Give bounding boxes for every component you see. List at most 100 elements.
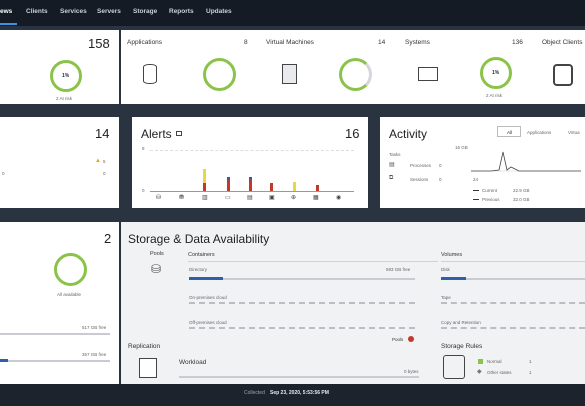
message-icon — [176, 131, 182, 136]
alert-bar-blue — [227, 177, 230, 180]
truck-icon: ▦ — [313, 195, 319, 201]
alerts-count: 16 — [345, 126, 360, 141]
servers-total-count: 14 — [95, 126, 110, 141]
current-value: 22.9 GB — [513, 188, 530, 193]
workload-label: Workload — [179, 359, 207, 366]
nav-tab-overviews[interactable]: ews — [0, 8, 13, 15]
virtual-machines-label[interactable]: Virtual Machines — [266, 39, 314, 46]
onprem-cloud-label[interactable]: On-premises cloud — [189, 295, 227, 300]
containers-divider — [188, 261, 438, 262]
workload-bar-track — [179, 376, 419, 378]
object-clients-label[interactable]: Object Clients — [542, 39, 583, 46]
server-rack-icon — [282, 64, 297, 84]
application-icon: ⛁ — [156, 195, 162, 201]
applications-status-ring — [203, 58, 236, 91]
nav-tab-servers[interactable]: Servers — [97, 8, 121, 15]
directory-label[interactable]: Directory — [189, 267, 208, 272]
disk-bar-fill — [441, 277, 466, 280]
virtual-machines-status-ring — [339, 58, 372, 91]
database-icon — [143, 64, 157, 84]
clients-total-count: 158 — [88, 36, 110, 51]
alerts-title: Alerts — [141, 127, 172, 141]
processes-icon: ▤ — [389, 162, 395, 168]
sessions-label: Sessions — [410, 177, 429, 182]
alert-bar-red — [203, 183, 206, 191]
activity-panel[interactable]: Activity All Applications Virtua Tasks 1… — [380, 117, 585, 208]
workload-value: 0 bytes — [404, 369, 419, 374]
nav-tab-storage[interactable]: Storage — [133, 8, 158, 15]
sessions-value: 0 — [439, 177, 442, 182]
volumes-divider — [441, 261, 585, 262]
footer-bar: Collected Sep 23, 2020, 5:53:56 PM — [0, 384, 585, 406]
client-types-panel: Applications 8 Virtual Machines 14 Syste… — [121, 30, 585, 104]
previous-legend-swatch — [473, 199, 479, 200]
clients-summary-panel[interactable]: 158 1% 2 At risk — [0, 30, 119, 104]
directory-bar-track — [189, 278, 415, 280]
activity-tab-virtual[interactable]: Virtua — [568, 130, 580, 135]
directory-bar-fill — [189, 277, 223, 280]
storage-title: Storage & Data Availability — [128, 232, 270, 246]
storage-total-count: 2 — [104, 231, 112, 246]
applications-count: 8 — [244, 39, 248, 46]
server-icon: ▥ — [202, 195, 208, 201]
activity-tab-applications[interactable]: Applications — [527, 130, 552, 135]
globe-icon: ⊕ — [291, 195, 297, 201]
pools-label: Pools — [150, 251, 164, 257]
normal-value: 1 — [529, 359, 532, 364]
nav-tab-updates[interactable]: Updates — [206, 8, 232, 15]
activity-sparkline — [471, 151, 581, 172]
previous-value: 32.0 GB — [513, 197, 530, 202]
sparkline-line — [471, 151, 581, 172]
virtual-machines-count: 14 — [378, 39, 386, 46]
database-icon: ⛃ — [179, 195, 185, 201]
tape-bar — [441, 302, 585, 304]
containers-label: Containers — [188, 252, 215, 258]
disk-bar-track — [441, 278, 585, 280]
applications-label[interactable]: Applications — [127, 39, 163, 46]
normal-label: Normal — [487, 359, 502, 364]
current-legend-swatch — [473, 190, 479, 191]
storage-free-2: 357 GB free — [82, 352, 107, 357]
other-states-icon: ◆ — [477, 369, 482, 375]
other-states-value: 1 — [529, 370, 532, 375]
systems-status-ring — [480, 57, 512, 89]
storage-rules-label: Storage Rules — [441, 343, 483, 350]
alert-bar-blue — [249, 177, 252, 179]
warning-icon: ▲ — [95, 158, 101, 164]
other-states-label: Other states — [487, 370, 512, 375]
pools-link[interactable]: Pools — [392, 337, 404, 342]
systems-at-risk: 2 At risk — [486, 93, 503, 98]
activity-tab-all[interactable]: All — [497, 126, 521, 137]
copy-retention-label[interactable]: Copy and Retention — [441, 320, 481, 325]
servers-zero-b: 0 — [103, 171, 106, 176]
pools-icon: ⛁ — [151, 262, 162, 276]
alert-bar-yellow — [293, 182, 296, 191]
alert-bar-red — [270, 183, 273, 191]
nav-tab-services[interactable]: Services — [60, 8, 87, 15]
processes-label: Processes — [410, 163, 432, 168]
systems-count: 136 — [512, 39, 523, 46]
top-nav-bar: ews Clients Services Servers Storage Rep… — [0, 0, 585, 26]
nav-tab-clients[interactable]: Clients — [26, 8, 48, 15]
availability-status: All available — [57, 292, 82, 297]
offprem-cloud-label[interactable]: Off-premises cloud — [189, 320, 227, 325]
copy-retention-bar — [441, 327, 585, 329]
normal-status-icon — [478, 359, 483, 364]
laptop-icon: ▭ — [225, 195, 231, 201]
nav-tab-reports[interactable]: Reports — [169, 8, 194, 15]
alert-bar-yellow — [203, 169, 206, 191]
servers-zero-a: 0 — [2, 171, 5, 176]
disk-label[interactable]: Disk — [441, 267, 450, 272]
storage-icon: ▤ — [247, 195, 253, 201]
systems-label[interactable]: Systems — [405, 39, 430, 46]
collected-label: Collected — [244, 390, 265, 396]
alerts-panel[interactable]: Alerts 16 8 0 ⛁ ⛃ ▥ ▭ ▤ ▣ ⊕ ▦ ◉ — [132, 117, 368, 208]
storage-pools-summary-panel[interactable]: 2 All available 517 GB free 357 GB free — [0, 222, 119, 384]
replication-icon — [139, 358, 157, 378]
alert-bar-red — [249, 179, 252, 191]
alert-bar-red — [316, 185, 319, 191]
target-icon: ◉ — [336, 195, 342, 201]
servers-summary-panel[interactable]: 14 ▲ 5 0 0 — [0, 117, 119, 208]
storage-free-1: 517 GB free — [82, 325, 107, 330]
tape-label[interactable]: Tape — [441, 295, 451, 300]
